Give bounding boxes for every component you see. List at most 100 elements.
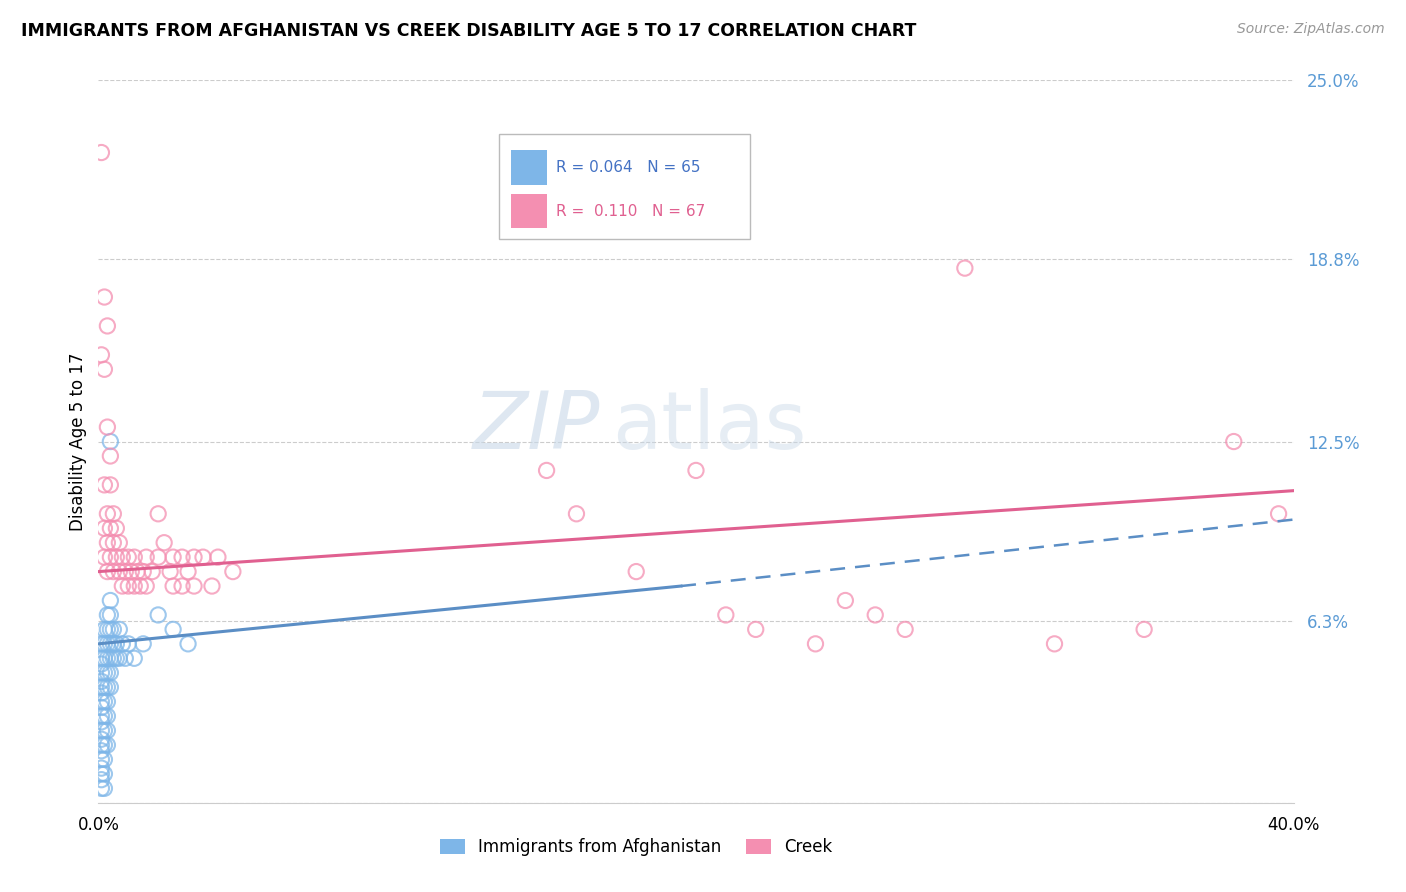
Point	[162, 579, 184, 593]
Point	[96, 680, 118, 694]
Point	[191, 550, 214, 565]
Point	[685, 463, 707, 477]
Point	[135, 550, 157, 565]
Point	[90, 348, 112, 362]
Point	[96, 507, 118, 521]
Point	[90, 744, 112, 758]
Point	[162, 550, 184, 565]
Point	[90, 145, 112, 160]
Point	[90, 714, 112, 729]
Text: atlas: atlas	[613, 388, 807, 467]
Point	[114, 651, 136, 665]
Point	[90, 674, 112, 689]
Point	[108, 651, 131, 665]
Point	[96, 318, 118, 333]
Point	[90, 752, 112, 766]
Point	[183, 550, 205, 565]
Point	[172, 550, 194, 565]
Point	[93, 695, 115, 709]
Point	[183, 579, 205, 593]
Point	[96, 695, 118, 709]
Point	[93, 651, 115, 665]
Point	[98, 637, 122, 651]
Bar	[510, 194, 547, 228]
Point	[536, 463, 558, 477]
Point	[96, 607, 118, 622]
Point	[177, 565, 200, 579]
Point	[93, 709, 115, 723]
Text: R = 0.064   N = 65: R = 0.064 N = 65	[557, 161, 700, 175]
Point	[93, 550, 115, 565]
Legend: Immigrants from Afghanistan, Creek: Immigrants from Afghanistan, Creek	[433, 831, 839, 863]
Point	[96, 723, 118, 738]
Y-axis label: Disability Age 5 to 17: Disability Age 5 to 17	[69, 352, 87, 531]
Point	[93, 362, 115, 376]
Point	[148, 507, 170, 521]
Point	[96, 565, 118, 579]
Point	[172, 579, 194, 593]
Text: ZIP: ZIP	[472, 388, 600, 467]
Point	[129, 579, 152, 593]
Point	[90, 695, 112, 709]
Point	[745, 623, 768, 637]
Point	[98, 521, 122, 535]
Point	[565, 507, 588, 521]
Point	[90, 723, 112, 738]
Point	[201, 579, 224, 593]
Point	[90, 680, 112, 694]
Point	[96, 738, 118, 752]
Point	[153, 535, 176, 549]
Point	[98, 434, 122, 449]
Point	[90, 665, 112, 680]
Point	[103, 637, 125, 651]
Point	[105, 550, 128, 565]
Point	[1133, 623, 1156, 637]
Point	[207, 550, 229, 565]
Point	[865, 607, 887, 622]
Point	[98, 680, 122, 694]
Point	[117, 637, 139, 651]
Point	[98, 449, 122, 463]
Point	[135, 579, 157, 593]
Point	[127, 565, 149, 579]
Point	[105, 651, 128, 665]
Point	[222, 565, 245, 579]
Point	[93, 767, 115, 781]
Point	[103, 623, 125, 637]
Point	[93, 637, 115, 651]
Point	[103, 565, 125, 579]
Point	[90, 772, 112, 787]
Point	[90, 709, 112, 723]
Point	[98, 607, 122, 622]
Point	[93, 752, 115, 766]
Point	[626, 565, 648, 579]
Point	[98, 665, 122, 680]
Point	[90, 651, 112, 665]
Point	[90, 767, 112, 781]
FancyBboxPatch shape	[499, 135, 749, 239]
Point	[148, 550, 170, 565]
Point	[120, 565, 142, 579]
Point	[714, 607, 737, 622]
Point	[96, 623, 118, 637]
Point	[108, 565, 131, 579]
Point	[108, 623, 131, 637]
Point	[111, 637, 134, 651]
Point	[90, 657, 112, 671]
Point	[114, 565, 136, 579]
Point	[93, 623, 115, 637]
Point	[96, 665, 118, 680]
Point	[804, 637, 827, 651]
Text: IMMIGRANTS FROM AFGHANISTAN VS CREEK DISABILITY AGE 5 TO 17 CORRELATION CHART: IMMIGRANTS FROM AFGHANISTAN VS CREEK DIS…	[21, 22, 917, 40]
Point	[103, 535, 125, 549]
Point	[98, 593, 122, 607]
Point	[177, 637, 200, 651]
Point	[1267, 507, 1289, 521]
Point	[93, 478, 115, 492]
Point	[162, 623, 184, 637]
Bar	[510, 151, 547, 185]
Point	[105, 521, 128, 535]
Point	[124, 579, 146, 593]
Point	[93, 290, 115, 304]
Point	[96, 535, 118, 549]
